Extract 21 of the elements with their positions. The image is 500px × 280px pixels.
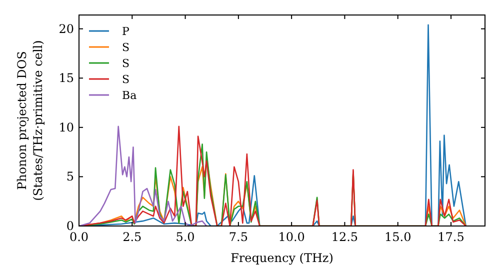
legend-label: S [122,57,130,70]
legend-label: S [122,73,130,86]
y-tick-label: 15 [58,71,74,86]
y-tick-label: 20 [58,22,74,36]
legend-label: P [122,25,130,38]
y-axis-title: Phonon projected DOS (States/THz·primitive cell) [15,40,45,201]
legend-label: S [122,41,130,54]
x-tick-label: 5.0 [176,230,195,244]
x-tick-label: 2.5 [122,230,142,244]
x-tick-label: 0.0 [69,230,89,244]
line-series [79,126,208,226]
x-tick-label: 10.0 [278,230,305,244]
y-tick-label: 10 [58,120,74,134]
y-tick-label: 5 [66,170,74,184]
legend-label: Ba [122,89,138,102]
x-tick-label: 15.0 [384,230,412,244]
x-tick-label: 7.5 [228,230,248,244]
y-tick-label: 0 [66,219,74,233]
x-tick-label: 17.5 [438,230,464,244]
x-axis-title: Frequency (THz) [230,251,334,265]
x-tick-label: 12.5 [331,230,358,244]
